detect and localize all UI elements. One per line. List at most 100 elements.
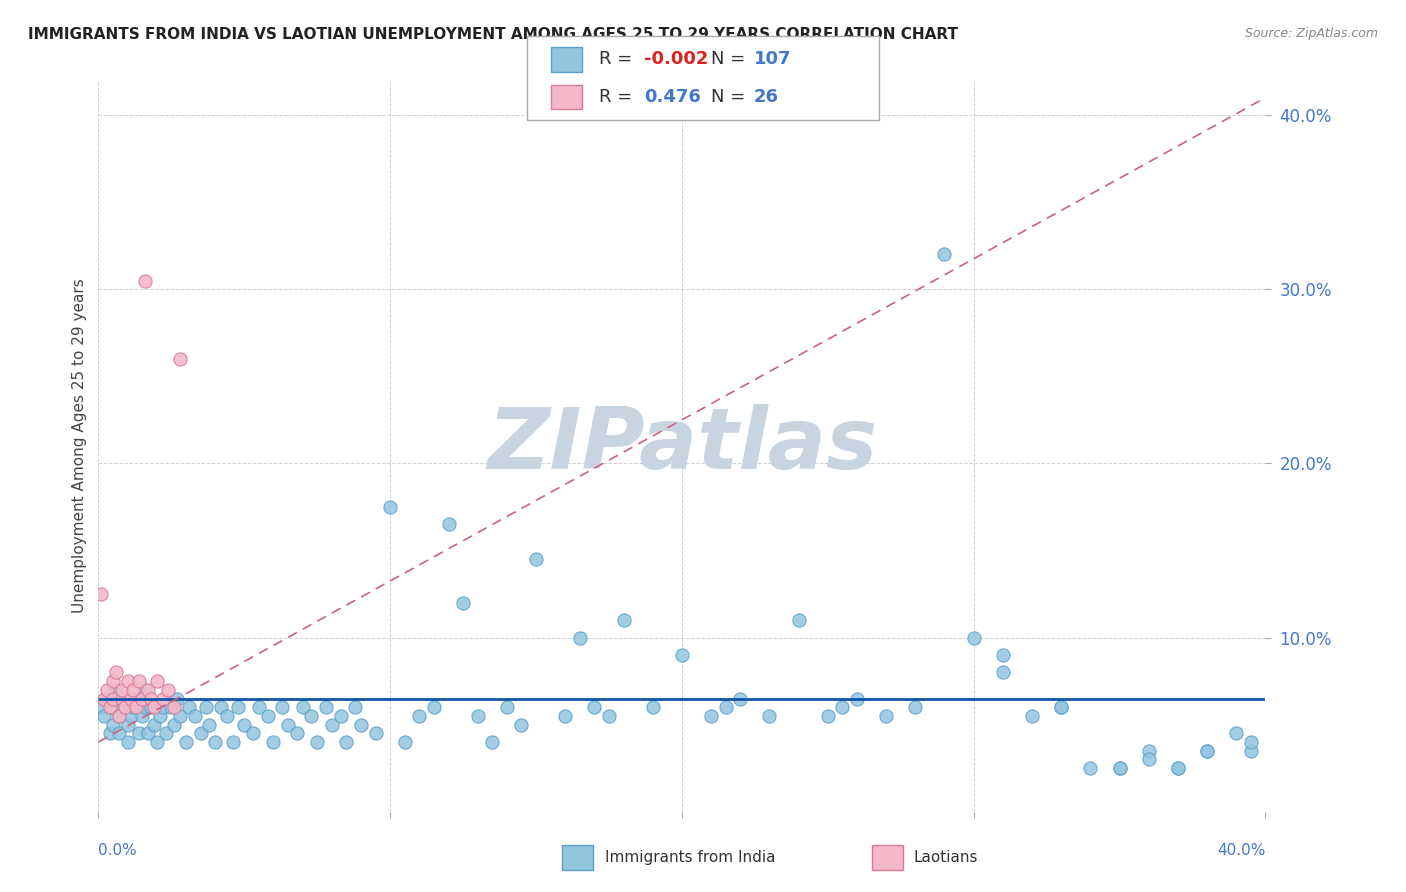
Point xyxy=(991,665,1014,680)
Point xyxy=(934,247,956,261)
Point xyxy=(101,674,124,689)
Point xyxy=(583,700,606,714)
Point xyxy=(111,682,134,697)
Point xyxy=(1195,744,1218,758)
Point xyxy=(730,691,752,706)
Point xyxy=(125,691,148,706)
Point xyxy=(714,700,737,714)
Point xyxy=(380,500,402,514)
Point xyxy=(1240,735,1263,749)
Point xyxy=(1050,700,1073,714)
Point xyxy=(329,709,352,723)
Point xyxy=(198,717,221,731)
Point xyxy=(1137,752,1160,766)
Point xyxy=(568,631,591,645)
Point xyxy=(344,700,367,714)
Point xyxy=(228,700,250,714)
Point xyxy=(114,691,136,706)
Point xyxy=(221,735,243,749)
Point xyxy=(117,674,139,689)
Text: 40.0%: 40.0% xyxy=(1218,843,1265,858)
Point xyxy=(146,735,169,749)
Point xyxy=(101,691,124,706)
Point xyxy=(991,648,1014,662)
Point xyxy=(612,613,634,627)
Point xyxy=(233,717,256,731)
Point xyxy=(262,735,284,749)
Point xyxy=(496,700,519,714)
Text: Laotians: Laotians xyxy=(914,850,979,864)
Point xyxy=(128,674,150,689)
Point xyxy=(451,596,474,610)
Point xyxy=(120,709,142,723)
Point xyxy=(846,691,869,706)
Point xyxy=(817,709,839,723)
Point xyxy=(291,700,314,714)
Point xyxy=(146,674,169,689)
Text: R =: R = xyxy=(599,88,638,106)
Text: N =: N = xyxy=(711,50,751,68)
Point xyxy=(875,709,897,723)
Point xyxy=(285,726,308,740)
Point xyxy=(152,691,174,706)
Point xyxy=(166,691,188,706)
Point xyxy=(1080,761,1102,775)
Point xyxy=(598,709,620,723)
Point xyxy=(1167,761,1189,775)
Point xyxy=(423,700,446,714)
Point xyxy=(98,700,121,714)
Point xyxy=(139,700,162,714)
Point xyxy=(467,709,489,723)
Point xyxy=(96,682,118,697)
Point xyxy=(111,691,134,706)
Point xyxy=(183,709,205,723)
Text: 0.476: 0.476 xyxy=(644,88,700,106)
Point xyxy=(242,726,264,740)
Point xyxy=(157,682,180,697)
Point xyxy=(163,700,186,714)
Point xyxy=(142,700,165,714)
Point xyxy=(101,700,124,714)
Point xyxy=(152,700,174,714)
Y-axis label: Unemployment Among Ages 25 to 29 years: Unemployment Among Ages 25 to 29 years xyxy=(72,278,87,614)
Point xyxy=(93,691,115,706)
Point xyxy=(101,717,124,731)
Point xyxy=(169,709,191,723)
Point xyxy=(247,700,270,714)
Point xyxy=(131,691,153,706)
Text: -0.002: -0.002 xyxy=(644,50,709,68)
Point xyxy=(134,274,156,288)
Point xyxy=(163,717,186,731)
Text: ZIPatlas: ZIPatlas xyxy=(486,404,877,488)
Point xyxy=(125,700,148,714)
Point xyxy=(1137,744,1160,758)
Point xyxy=(104,665,127,680)
Point xyxy=(364,726,387,740)
Point xyxy=(104,682,127,697)
Point xyxy=(437,517,460,532)
Point xyxy=(1108,761,1130,775)
Point xyxy=(350,717,373,731)
Point xyxy=(700,709,723,723)
Point xyxy=(128,726,150,740)
Point xyxy=(117,735,139,749)
Point xyxy=(510,717,533,731)
Point xyxy=(136,682,159,697)
Point xyxy=(96,691,118,706)
Point xyxy=(195,700,218,714)
Point xyxy=(1050,700,1073,714)
Text: Immigrants from India: Immigrants from India xyxy=(605,850,775,864)
Text: 26: 26 xyxy=(754,88,779,106)
Point xyxy=(299,709,322,723)
Point xyxy=(256,709,278,723)
Point xyxy=(177,700,200,714)
Point xyxy=(1021,709,1043,723)
Point xyxy=(155,726,177,740)
Point xyxy=(335,735,357,749)
Point xyxy=(122,682,145,697)
Point xyxy=(117,717,139,731)
Text: 0.0%: 0.0% xyxy=(98,843,138,858)
Point xyxy=(394,735,416,749)
Point xyxy=(758,709,780,723)
Point xyxy=(139,691,162,706)
